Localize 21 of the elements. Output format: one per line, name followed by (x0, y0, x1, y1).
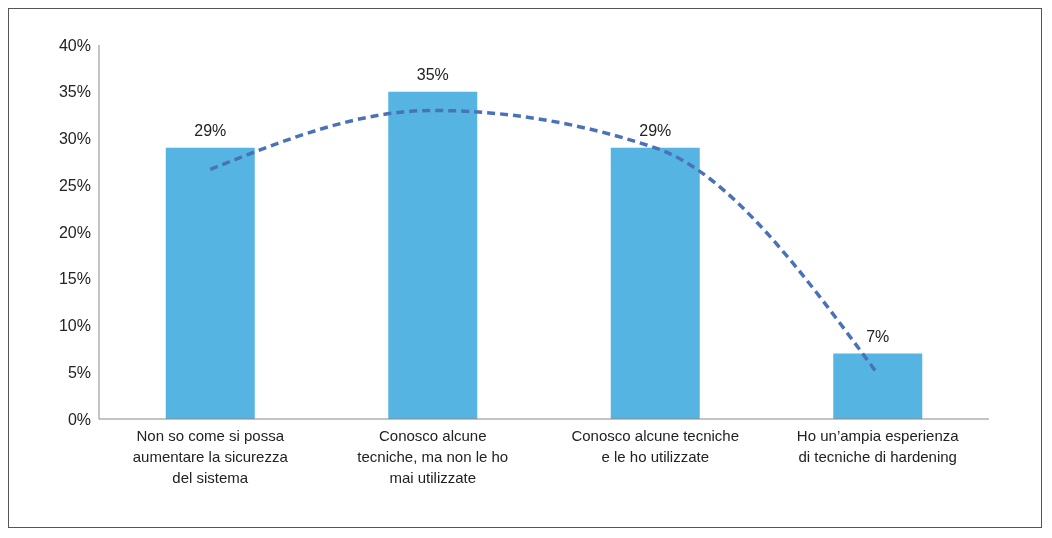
y-tick-label: 35% (58, 83, 91, 101)
y-tick-label: 0% (67, 410, 91, 428)
bar (165, 147, 255, 419)
data-label: 7% (866, 327, 890, 345)
y-tick-label: 40% (58, 36, 91, 54)
bar (388, 91, 478, 419)
bar (833, 353, 923, 419)
data-label: 29% (639, 121, 672, 139)
y-tick-label: 5% (67, 363, 91, 381)
data-label: 29% (194, 121, 227, 139)
y-tick-label: 25% (58, 176, 91, 194)
x-tick-label: Conosco alcune tecniche, ma non le ho mai utilizzate (357, 427, 509, 486)
x-tick-label: Conosco alcune tecniche e le ho utilizzate (571, 427, 740, 465)
data-label: 35% (416, 65, 449, 83)
bar (610, 147, 700, 419)
x-tick-label: Non so come si possa aumentare la sicurezza del sistema (132, 427, 289, 486)
y-tick-label: 15% (58, 270, 91, 288)
y-tick-label: 10% (58, 317, 91, 335)
x-tick-label: Ho un’ampia esperienza di tecniche di hardening (796, 427, 960, 465)
y-tick-label: 30% (58, 130, 91, 148)
y-tick-label: 20% (58, 223, 91, 241)
